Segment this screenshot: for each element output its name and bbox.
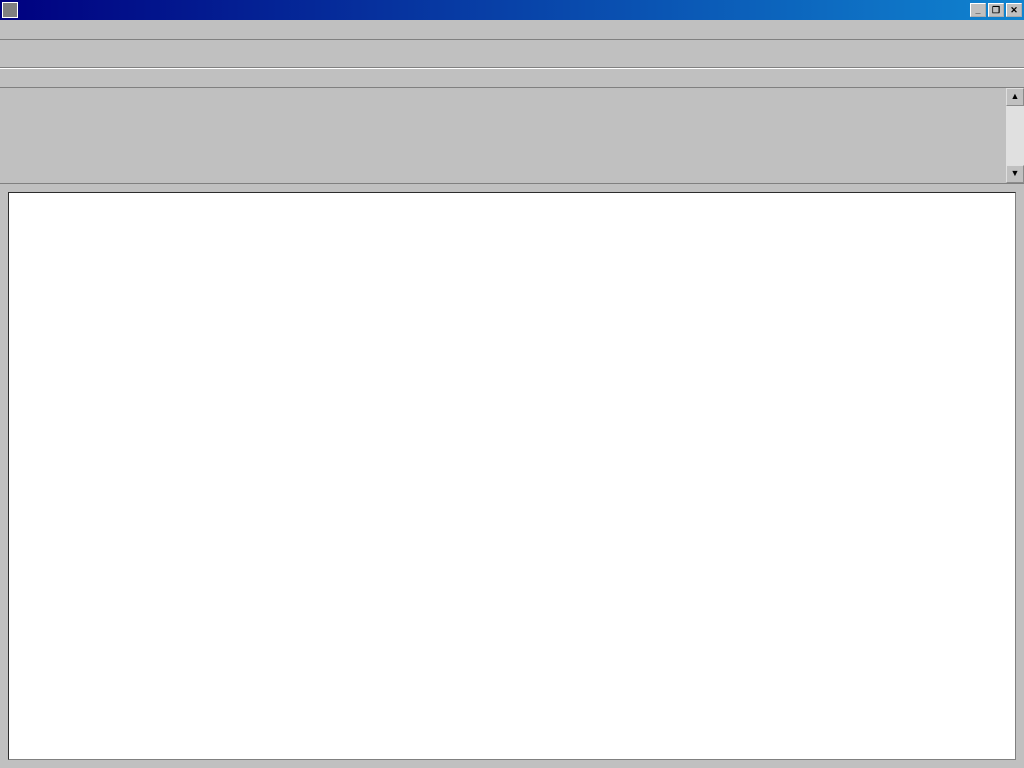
- app-icon: [2, 2, 18, 18]
- minimize-button[interactable]: _: [970, 3, 986, 17]
- chart-area: [0, 184, 1024, 768]
- table-filler: [0, 88, 1006, 183]
- toolbar: [0, 40, 1024, 68]
- scroll-up-button[interactable]: ▲: [1006, 88, 1024, 106]
- scroll-down-button[interactable]: ▼: [1006, 165, 1024, 183]
- window-titlebar: _ ❐ ✕: [0, 0, 1024, 20]
- table-area: ▲ ▼: [0, 88, 1024, 184]
- chart-frame: [8, 192, 1016, 760]
- maximize-button[interactable]: ❐: [988, 3, 1004, 17]
- table-scrollbar[interactable]: ▲ ▼: [1006, 88, 1024, 183]
- menubar: [0, 20, 1024, 40]
- status-bar: [0, 68, 1024, 88]
- scroll-track[interactable]: [1006, 106, 1024, 165]
- close-button[interactable]: ✕: [1006, 3, 1022, 17]
- chart-svg: [9, 193, 309, 343]
